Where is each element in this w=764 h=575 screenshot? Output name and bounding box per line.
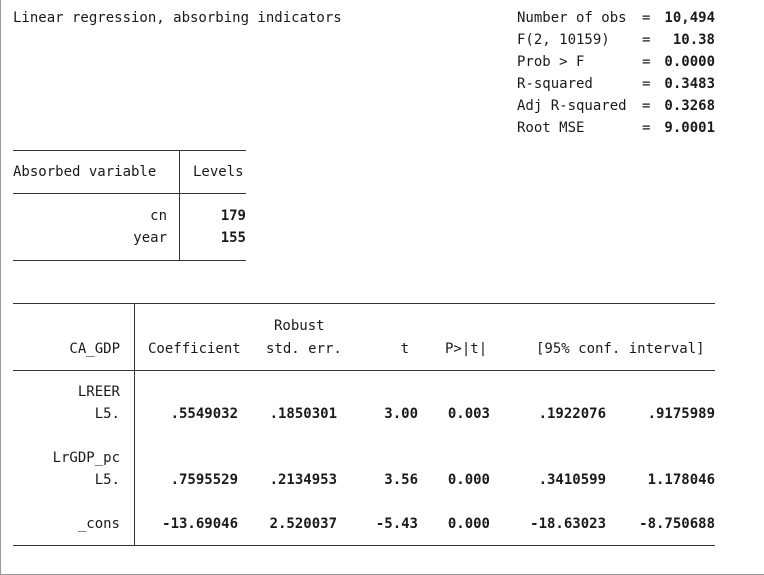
stat-label: Root MSE: [517, 120, 585, 136]
absorbed-row-levels: 155: [220, 230, 246, 246]
header-conf-interval: [95% conf. interval]: [536, 341, 705, 357]
table-rule: [13, 303, 715, 304]
coef-value: .7595529: [170, 472, 238, 488]
t-value: 3.00: [384, 406, 418, 422]
header-p-value: P>|t|: [445, 341, 488, 357]
header-coefficient: Coefficient: [148, 341, 241, 357]
stat-label: Adj R-squared: [517, 98, 627, 114]
se-value: 2.520037: [269, 516, 337, 532]
p-value: 0.000: [447, 472, 490, 488]
absorbed-row-name: year: [133, 230, 167, 246]
ci-lower: -18.63023: [530, 516, 606, 532]
table-rule: [13, 150, 246, 151]
variable-name: LrGDP_pc: [52, 450, 120, 466]
stat-equals: =: [642, 98, 651, 114]
ci-lower: .3410599: [538, 472, 606, 488]
stat-label: Prob > F: [517, 54, 585, 70]
stat-label: Number of obs: [517, 10, 627, 26]
se-value: .1850301: [269, 406, 337, 422]
absorbed-header-levels: Levels: [193, 164, 244, 180]
t-value: -5.43: [375, 516, 418, 532]
lag-label: L5.: [94, 406, 120, 422]
stat-value: 0.0000: [664, 54, 715, 70]
lag-label: L5.: [94, 472, 120, 488]
header-robust: Robust: [274, 318, 325, 334]
ci-upper: -8.750688: [639, 516, 715, 532]
ci-upper: 1.178046: [647, 472, 715, 488]
table-rule: [13, 193, 246, 194]
stat-label: F(2, 10159): [517, 32, 610, 48]
t-value: 3.56: [384, 472, 418, 488]
header-std-err: std. err.: [266, 341, 342, 357]
stat-equals: =: [642, 10, 651, 26]
coef-value: .5549032: [170, 406, 238, 422]
stat-equals: =: [642, 120, 651, 136]
coef-value: -13.69046: [162, 516, 238, 532]
stat-value: 10,494: [664, 10, 715, 26]
absorbed-header-variable: Absorbed variable: [13, 164, 157, 180]
stat-equals: =: [642, 76, 651, 92]
stat-label: R-squared: [517, 76, 593, 92]
variable-name: LREER: [77, 384, 120, 400]
stat-value: 9.0001: [664, 120, 715, 136]
stat-value: 0.3483: [664, 76, 715, 92]
stat-value: 10.38: [672, 32, 715, 48]
table-divider: [134, 303, 135, 546]
regression-title: Linear regression, absorbing indicators: [13, 10, 342, 26]
p-value: 0.000: [447, 516, 490, 532]
variable-name: _cons: [77, 516, 120, 532]
absorbed-row-name: cn: [150, 208, 167, 224]
stat-equals: =: [642, 54, 651, 70]
table-rule: [13, 545, 715, 546]
p-value: 0.003: [447, 406, 490, 422]
ci-lower: .1922076: [538, 406, 606, 422]
table-rule: [13, 370, 715, 371]
header-t: t: [400, 341, 409, 357]
depvar-label: CA_GDP: [69, 341, 120, 357]
table-rule: [13, 260, 246, 261]
stat-equals: =: [642, 32, 651, 48]
table-divider: [179, 150, 180, 260]
stat-value: 0.3268: [664, 98, 715, 114]
se-value: .2134953: [269, 472, 337, 488]
absorbed-row-levels: 179: [220, 208, 246, 224]
ci-upper: .9175989: [647, 406, 715, 422]
